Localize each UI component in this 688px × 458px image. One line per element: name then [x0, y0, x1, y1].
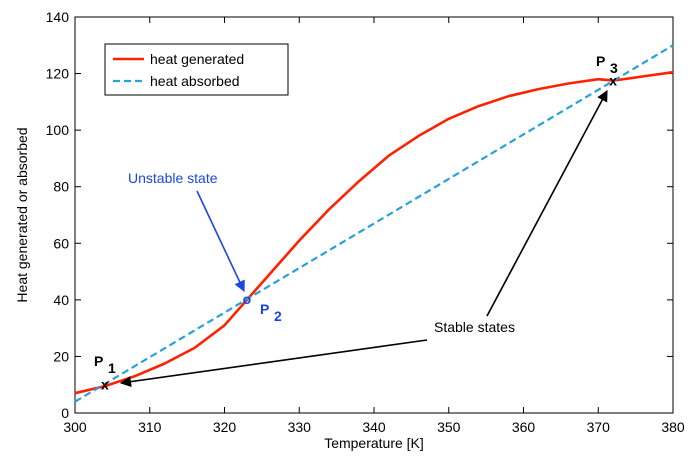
p2-label: P: [260, 301, 269, 317]
p3-label: P: [596, 53, 605, 69]
x-tick-label: 350: [437, 419, 461, 435]
series-line-heat-absorbed: [74, 44, 674, 403]
unstable-state-label: Unstable state: [128, 170, 218, 186]
y-tick-label: 20: [53, 348, 69, 364]
x-tick-label: 330: [288, 419, 312, 435]
x-tick-label: 360: [512, 419, 536, 435]
y-tick-label: 60: [53, 235, 69, 251]
stable-arrow-p1: [119, 339, 428, 388]
p3-marker: x: [609, 73, 617, 89]
x-tick-label: 380: [661, 419, 685, 435]
stable-arrow-p3: [486, 90, 608, 317]
y-tick-label: 100: [46, 122, 70, 138]
series-line-heat-generated: [74, 70, 674, 395]
legend-box: [104, 43, 289, 96]
x-tick-label: 310: [138, 419, 162, 435]
y-axis-label: Heat generated or absorbed: [14, 127, 30, 302]
legend-label-heat-absorbed: heat absorbed: [150, 73, 240, 89]
x-tick-label: 370: [587, 419, 611, 435]
y-tick-label: 80: [53, 179, 69, 195]
x-axis-label: Temperature [K]: [324, 435, 424, 451]
p1-label: P: [94, 353, 103, 369]
p2-subscript: 2: [274, 308, 282, 324]
unstable-arrow: [196, 190, 245, 293]
y-tick-label: 0: [61, 405, 69, 421]
y-tick-label: 40: [53, 292, 69, 308]
legend-label-heat-generated: heat generated: [150, 51, 244, 67]
p1-marker: x: [101, 377, 109, 393]
p1-subscript: 1: [108, 360, 116, 376]
stable-states-label: Stable states: [434, 319, 515, 335]
x-tick-label: 320: [213, 419, 237, 435]
p3-subscript: 3: [610, 60, 618, 76]
x-tick-label: 300: [63, 419, 87, 435]
y-tick-label: 140: [46, 9, 70, 25]
y-tick-label: 120: [46, 66, 70, 82]
x-tick-label: 340: [362, 419, 386, 435]
p2-marker: o: [243, 291, 252, 307]
